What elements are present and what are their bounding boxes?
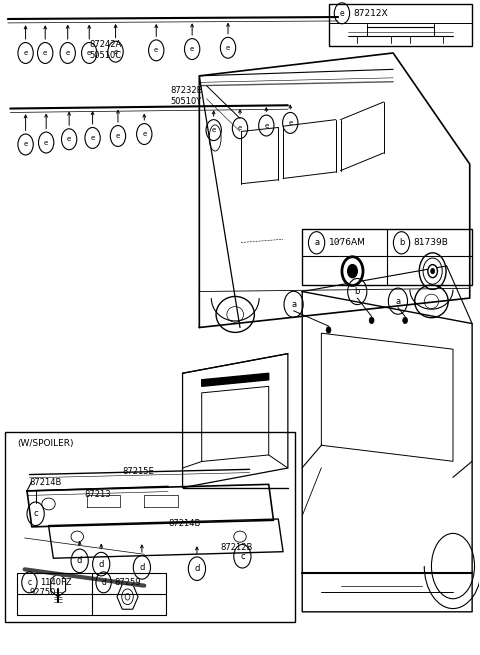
- Text: c: c: [33, 510, 38, 518]
- Text: 87213: 87213: [84, 490, 111, 498]
- Circle shape: [342, 257, 363, 286]
- Text: 81739B: 81739B: [413, 238, 448, 248]
- Text: e: e: [24, 141, 28, 147]
- Text: e: e: [238, 125, 242, 131]
- Text: e: e: [264, 122, 268, 128]
- Text: e: e: [87, 50, 91, 56]
- Text: d: d: [101, 578, 106, 587]
- Text: 92750: 92750: [29, 588, 56, 597]
- Text: e: e: [44, 140, 48, 145]
- Text: a: a: [314, 238, 319, 248]
- Text: e: e: [90, 135, 95, 141]
- Polygon shape: [202, 373, 269, 386]
- Text: 87259: 87259: [115, 578, 141, 587]
- Text: d: d: [139, 563, 144, 572]
- Text: 87215E: 87215E: [123, 467, 155, 476]
- Text: b: b: [399, 238, 404, 248]
- Text: e: e: [24, 50, 28, 56]
- Text: e: e: [116, 133, 120, 139]
- Text: e: e: [212, 127, 216, 133]
- Text: 87214B: 87214B: [29, 478, 62, 487]
- Circle shape: [369, 317, 374, 324]
- Text: c: c: [240, 552, 245, 561]
- Text: c: c: [27, 578, 32, 587]
- Circle shape: [348, 265, 357, 278]
- Text: e: e: [113, 48, 118, 54]
- Text: 87212X: 87212X: [353, 9, 388, 18]
- Text: e: e: [340, 9, 344, 18]
- Text: 87232B
50510Y: 87232B 50510Y: [170, 86, 203, 106]
- Circle shape: [326, 327, 331, 333]
- Circle shape: [431, 269, 434, 274]
- Text: (W/SPOILER): (W/SPOILER): [17, 440, 74, 448]
- Text: d: d: [98, 559, 104, 569]
- Text: 87242A
50510C: 87242A 50510C: [89, 41, 121, 60]
- Text: e: e: [154, 47, 158, 53]
- Text: a: a: [291, 300, 296, 309]
- Text: a: a: [396, 297, 400, 306]
- Text: e: e: [142, 131, 146, 137]
- Text: e: e: [66, 50, 70, 56]
- Text: 87212B: 87212B: [221, 543, 253, 552]
- Circle shape: [428, 265, 437, 278]
- Text: 87214B: 87214B: [168, 519, 201, 528]
- Text: e: e: [226, 45, 230, 50]
- Text: b: b: [355, 287, 360, 296]
- Text: d: d: [77, 556, 83, 565]
- Text: 1076AM: 1076AM: [328, 238, 365, 248]
- Text: e: e: [288, 120, 292, 126]
- Text: e: e: [67, 136, 71, 142]
- Text: e: e: [190, 46, 194, 52]
- Text: d: d: [194, 564, 200, 573]
- Circle shape: [403, 317, 408, 324]
- Text: 1140FZ: 1140FZ: [40, 578, 72, 587]
- Text: e: e: [43, 50, 48, 56]
